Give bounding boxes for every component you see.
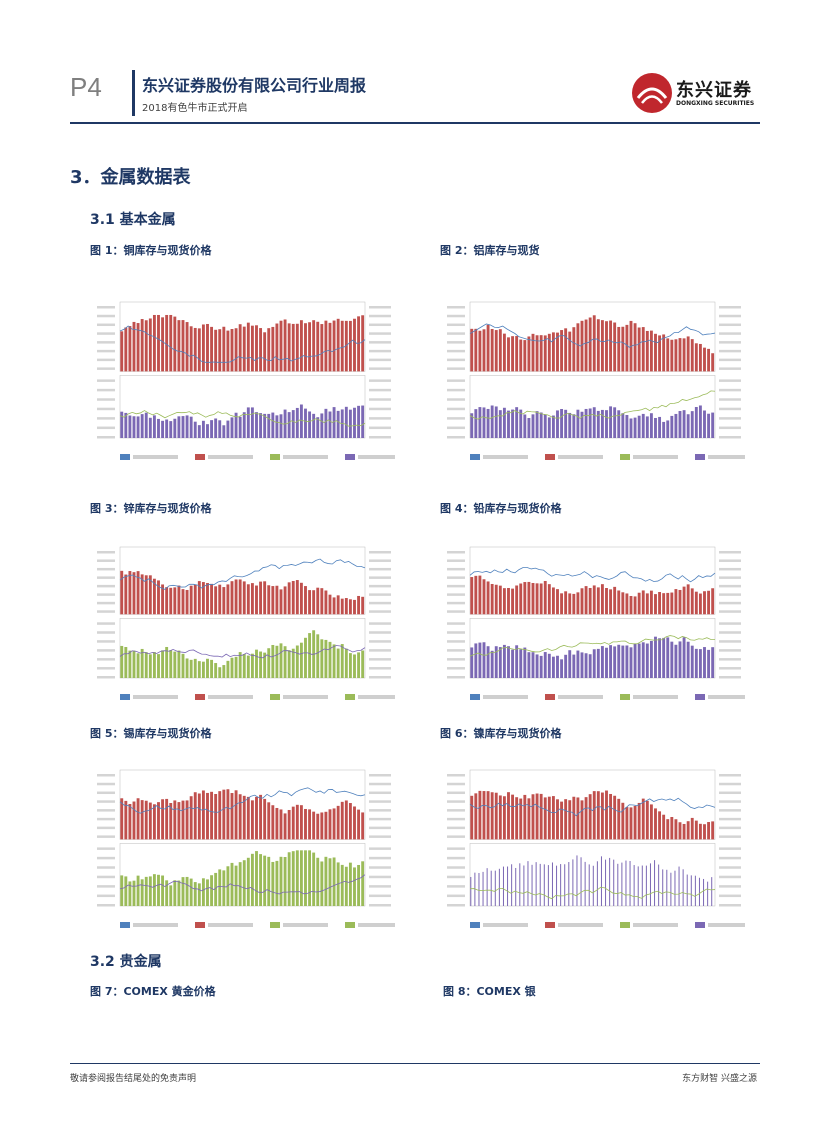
tin-chart	[97, 769, 395, 928]
figure-caption-3: 图 3：锌库存与现货价格	[90, 502, 212, 515]
subsection-precious-metals: 3.2 贵金属	[90, 954, 162, 970]
report-title: 东兴证券股份有限公司行业周报	[142, 76, 367, 95]
header-rule	[70, 122, 760, 124]
figure-caption-8: 图 8：COMEX 银	[443, 985, 536, 998]
logo-subtext: DONGXING SECURITIES	[676, 100, 755, 107]
section-title: 3．金属数据表	[70, 167, 191, 188]
figure-caption-2: 图 2：铝库存与现货	[440, 244, 540, 257]
footer-rule	[70, 1063, 760, 1064]
figure-caption-1: 图 1：铜库存与现货价格	[90, 244, 212, 257]
aluminum-chart	[447, 301, 745, 460]
footer-disclaimer: 敬请参阅报告结尾处的免责声明	[70, 1074, 197, 1084]
logo-text: 东兴证券	[676, 80, 752, 101]
nickel-chart	[447, 769, 745, 928]
header-divider	[132, 70, 135, 116]
page-number: P4	[70, 72, 102, 102]
figure-caption-6: 图 6：镍库存与现货价格	[440, 727, 562, 740]
company-logo-icon	[632, 73, 672, 113]
zinc-chart	[97, 546, 395, 700]
figure-caption-4: 图 4：铅库存与现货价格	[440, 502, 562, 515]
figure-caption-7: 图 7：COMEX 黄金价格	[90, 985, 216, 998]
subsection-basic-metals: 3.1 基本金属	[90, 212, 176, 228]
footer-slogan: 东方财智 兴盛之源	[682, 1074, 757, 1084]
copper-chart	[97, 301, 395, 460]
lead-chart	[447, 546, 745, 700]
figure-caption-5: 图 5：锡库存与现货价格	[90, 727, 212, 740]
report-subtitle: 2018有色牛市正式开启	[142, 103, 248, 114]
